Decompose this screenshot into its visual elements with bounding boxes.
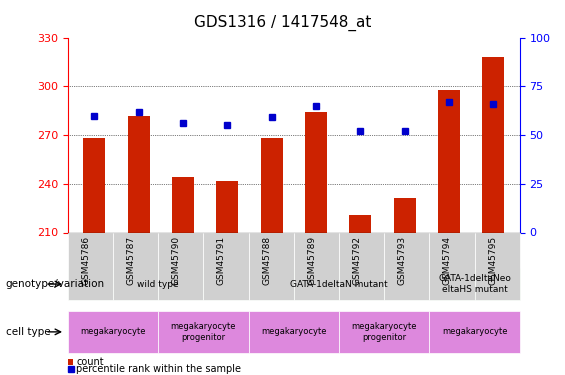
Text: megakaryocyte: megakaryocyte: [261, 327, 327, 336]
Text: GATA-1deltaNeo
eltaHS mutant: GATA-1deltaNeo eltaHS mutant: [438, 274, 511, 294]
Bar: [393, 198, 416, 232]
Text: count: count: [76, 357, 104, 367]
Bar: [349, 214, 371, 232]
Text: GSM45787: GSM45787: [127, 236, 136, 285]
Bar: [83, 138, 106, 232]
Text: GSM45793: GSM45793: [398, 236, 407, 285]
Text: GDS1316 / 1417548_at: GDS1316 / 1417548_at: [194, 15, 371, 31]
Text: GSM45789: GSM45789: [307, 236, 316, 285]
Bar: [172, 177, 194, 232]
Text: megakaryocyte: megakaryocyte: [442, 327, 507, 336]
Bar: [128, 116, 150, 232]
Text: megakaryocyte
progenitor: megakaryocyte progenitor: [171, 322, 236, 342]
Text: GSM45792: GSM45792: [353, 236, 362, 285]
Text: percentile rank within the sample: percentile rank within the sample: [76, 364, 241, 374]
Bar: [438, 90, 460, 232]
Text: GSM45786: GSM45786: [81, 236, 90, 285]
Text: GSM45788: GSM45788: [262, 236, 271, 285]
Text: cell type: cell type: [6, 327, 50, 337]
Text: GSM45794: GSM45794: [443, 236, 452, 285]
Bar: [260, 138, 282, 232]
Text: megakaryocyte: megakaryocyte: [80, 327, 146, 336]
Bar: [305, 112, 327, 232]
Bar: [482, 57, 505, 232]
Text: GSM45791: GSM45791: [217, 236, 226, 285]
Text: GATA-1deltaN mutant: GATA-1deltaN mutant: [290, 280, 388, 289]
Text: genotype/variation: genotype/variation: [6, 279, 105, 289]
Text: wild type: wild type: [137, 280, 179, 289]
Text: GSM45790: GSM45790: [172, 236, 181, 285]
Text: GSM45795: GSM45795: [488, 236, 497, 285]
Bar: [216, 180, 238, 232]
Text: megakaryocyte
progenitor: megakaryocyte progenitor: [351, 322, 417, 342]
